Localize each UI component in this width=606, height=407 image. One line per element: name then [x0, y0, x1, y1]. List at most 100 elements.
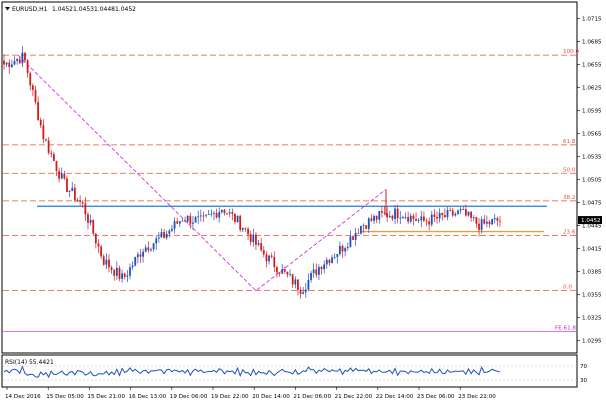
candle-body: [121, 273, 123, 279]
candle-body: [50, 152, 53, 155]
candle-body: [110, 267, 113, 270]
candle-body: [29, 73, 32, 86]
candle-body: [499, 220, 501, 222]
price-tick-label: 1.0355: [582, 292, 602, 298]
candle-body: [63, 173, 66, 179]
candle-body: [493, 218, 496, 220]
candle-body: [160, 232, 163, 238]
candle-body: [278, 272, 281, 274]
candle-body: [220, 209, 223, 213]
candle-body: [349, 236, 352, 248]
horizontal-lines[interactable]: [37, 205, 547, 233]
candle-body: [381, 211, 383, 213]
candle-body: [189, 215, 192, 224]
candle-body: [412, 215, 415, 219]
time-tick-label: 15 Dec 05:00: [46, 394, 84, 400]
candle-body: [102, 256, 105, 265]
price-tick-label: 1.0715: [582, 16, 602, 22]
candle-body: [73, 187, 76, 201]
time-tick-label: 16 Dec 13:00: [129, 394, 167, 400]
price-tick-label: 1.0415: [582, 246, 602, 252]
price-tick-label: 1.0325: [582, 315, 602, 321]
candle-body: [10, 64, 13, 68]
candle-body: [100, 246, 103, 257]
candle-body: [165, 233, 168, 238]
candle-body: [210, 213, 213, 215]
collapse-triangle-icon[interactable]: [5, 7, 10, 11]
candle-body: [373, 216, 375, 221]
candle-body: [144, 247, 147, 252]
time-tick-label: 23 Dec 22:00: [458, 394, 496, 400]
candle-body: [462, 209, 465, 210]
candle-body: [344, 248, 347, 252]
candle-body: [485, 221, 488, 224]
candle-body: [428, 221, 431, 225]
candle-body: [79, 200, 82, 202]
price-tick-label: 1.0475: [582, 200, 602, 206]
fib-level-label: 50.0: [563, 167, 576, 173]
candle-body: [257, 243, 260, 245]
candle-body: [291, 274, 294, 285]
candle-body: [241, 228, 244, 230]
candle-body: [312, 269, 315, 273]
candle-body: [115, 267, 118, 276]
candle-body: [113, 269, 116, 276]
candle-body: [105, 259, 108, 265]
candle-body: [378, 211, 381, 220]
candle-body: [157, 237, 160, 239]
candle-body: [323, 264, 326, 270]
candle-body: [24, 52, 26, 61]
candle-body: [94, 233, 97, 244]
candle-body: [150, 249, 152, 251]
candle-body: [45, 139, 47, 141]
candle-body: [383, 212, 386, 214]
rsi-indicator[interactable]: RSI(14) 55.4421 70 30: [3, 359, 588, 384]
candle-body: [76, 200, 79, 202]
candle-body: [394, 208, 396, 219]
candle-body: [55, 161, 58, 171]
candle-body: [415, 218, 417, 221]
price-axis: 1.0715 1.0685 1.0655 1.0625 1.0595 1.0565 1.05…: [577, 16, 602, 344]
candle-body: [184, 220, 186, 222]
candle-body: [26, 60, 29, 74]
candle-body: [430, 214, 433, 225]
fibonacci-retracement[interactable]: 100.0 61.8 50.0 38.2 23.6 0.0 FE 61.8: [3, 49, 579, 332]
candle-body: [346, 247, 349, 249]
candle-body: [388, 215, 391, 218]
candlestick-series: [3, 45, 501, 299]
candle-body: [478, 223, 480, 230]
candle-body: [215, 212, 218, 218]
candle-body: [443, 215, 446, 218]
candle-body: [367, 218, 370, 229]
candle-body: [81, 201, 84, 204]
candle-body: [365, 225, 368, 229]
candle-body: [47, 140, 50, 153]
candle-body: [425, 220, 428, 222]
candle-body: [370, 218, 373, 221]
candle-body: [360, 225, 362, 234]
candle-body: [8, 62, 11, 68]
candle-body: [420, 216, 423, 221]
candle-body: [255, 234, 257, 245]
candle-body: [205, 214, 207, 216]
candle-body: [276, 267, 278, 273]
candle-body: [407, 216, 410, 222]
candle-body: [341, 245, 344, 252]
candle-body: [496, 218, 499, 221]
candle-body: [129, 267, 131, 276]
candle-body: [315, 269, 318, 275]
candle-body: [331, 257, 333, 263]
candle-body: [454, 213, 457, 216]
candle-body: [171, 228, 173, 231]
candle-body: [147, 247, 150, 251]
candle-body: [289, 274, 291, 276]
trend-line[interactable]: [17, 54, 387, 292]
candle-body: [34, 89, 37, 103]
candle-body: [260, 243, 263, 251]
candle-body: [97, 243, 100, 247]
fib-level-label: 61.8: [563, 139, 576, 145]
candle-body: [422, 216, 425, 221]
candle-body: [31, 85, 34, 90]
